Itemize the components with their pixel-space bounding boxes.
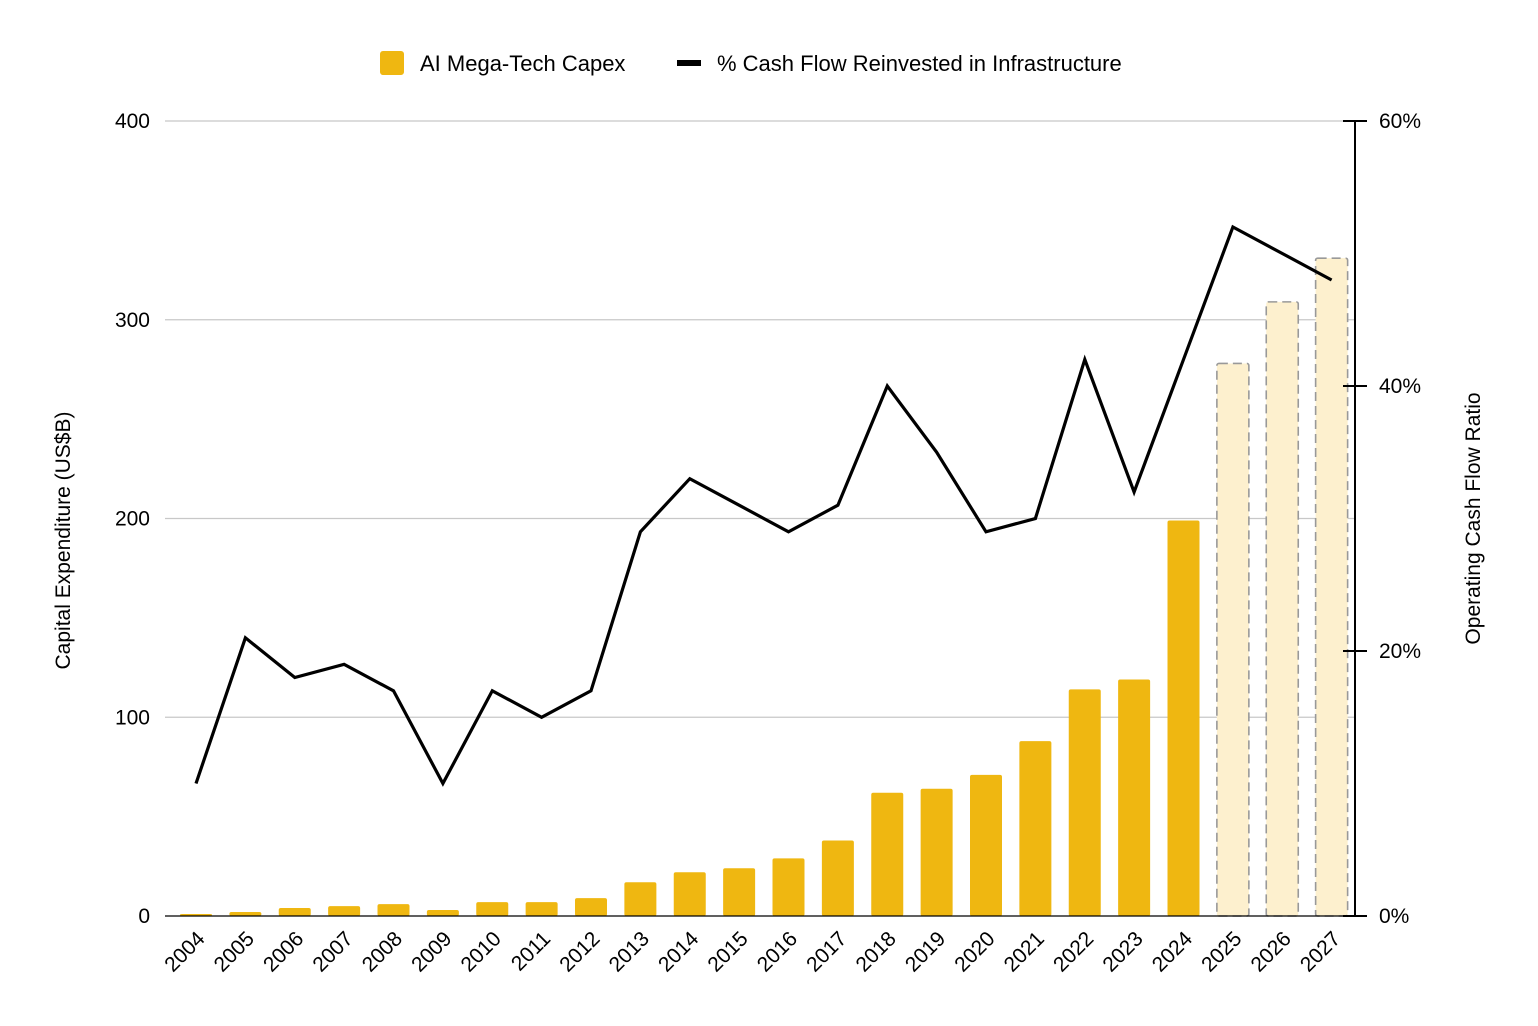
capex-bar <box>772 858 805 916</box>
capex-bar <box>1118 679 1151 916</box>
x-tick-label: 2016 <box>753 927 802 976</box>
capex-bar <box>575 898 607 916</box>
cashflow-ratio-line <box>194 224 1333 787</box>
y-left-tick-label: 100 <box>115 706 150 729</box>
x-tick-label: 2027 <box>1296 927 1345 976</box>
x-tick-label: 2012 <box>555 927 604 976</box>
legend-label-capex: AI Mega-Tech Capex <box>420 51 625 76</box>
y-right-tick-label: 20% <box>1379 640 1421 663</box>
capex-bar <box>426 910 459 916</box>
capex-bar <box>278 908 311 916</box>
x-tick-label: 2013 <box>605 927 654 976</box>
x-tick-label: 2025 <box>1197 927 1246 976</box>
x-tick-label: 2021 <box>1000 927 1049 976</box>
capex-bar <box>1068 689 1101 916</box>
x-tick-label: 2015 <box>703 927 752 976</box>
x-tick-label: 2010 <box>456 927 505 976</box>
x-tick-label: 2014 <box>654 927 704 977</box>
capex-bar <box>1019 741 1052 916</box>
y-right-axis-title: Operating Cash Flow Ratio <box>1462 392 1485 644</box>
capex-bar-projected <box>1314 257 1349 917</box>
capex-bar <box>525 902 558 916</box>
x-tick-label: 2018 <box>851 927 900 976</box>
capex-bar <box>377 904 410 916</box>
capex-bar <box>328 906 361 916</box>
x-tick-label: 2004 <box>160 927 210 977</box>
capex-bar <box>624 882 657 916</box>
capex-bars <box>180 257 1349 917</box>
x-tick-label: 2020 <box>950 927 999 976</box>
y-right-tick-label: 0% <box>1379 905 1409 928</box>
capex-bar <box>673 872 706 916</box>
x-tick-label: 2007 <box>308 927 357 976</box>
x-tick-label: 2022 <box>1049 927 1098 976</box>
x-tick-label: 2009 <box>407 927 456 976</box>
y-left-axis-title: Capital Expenditure (US$B) <box>52 412 75 670</box>
capex-bar <box>920 788 953 916</box>
legend-swatch-capex <box>380 51 404 75</box>
capex-bar <box>476 902 509 916</box>
y-left-tick-label: 200 <box>115 508 150 531</box>
y-left-tick-label: 300 <box>115 309 150 332</box>
capex-bar <box>723 868 756 916</box>
capex-bar <box>229 912 262 916</box>
y-right-tick-label: 40% <box>1379 375 1421 398</box>
x-tick-label: 2005 <box>210 927 259 976</box>
capex-bar-projected <box>1216 362 1250 917</box>
x-tick-label: 2026 <box>1246 927 1295 976</box>
y-left-tick-label: 0 <box>138 905 150 928</box>
capex-bar <box>970 774 1002 916</box>
x-tick-label: 2019 <box>901 927 950 976</box>
y-left-tick-label: 400 <box>115 110 150 133</box>
capex-bar-projected <box>1265 301 1300 917</box>
capex-bar <box>871 792 904 916</box>
capex-bar <box>821 840 854 916</box>
x-tick-label: 2024 <box>1148 927 1198 977</box>
y-right-tick-label: 60% <box>1379 110 1421 133</box>
legend-swatch-line <box>677 60 701 66</box>
legend: AI Mega-Tech Capex % Cash Flow Reinvested… <box>380 51 1122 76</box>
x-tick-label: 2008 <box>358 927 407 976</box>
cashflow-line-layer <box>194 224 1333 787</box>
x-tick-label: 2023 <box>1098 927 1147 976</box>
x-tick-label: 2011 <box>507 927 555 975</box>
legend-label-line: % Cash Flow Reinvested in Infrastructure <box>717 51 1122 76</box>
x-tick-label: 2006 <box>259 927 308 976</box>
gridlines <box>165 120 1355 718</box>
x-tick-label: 2017 <box>802 927 851 976</box>
capex-bar <box>1167 520 1200 916</box>
